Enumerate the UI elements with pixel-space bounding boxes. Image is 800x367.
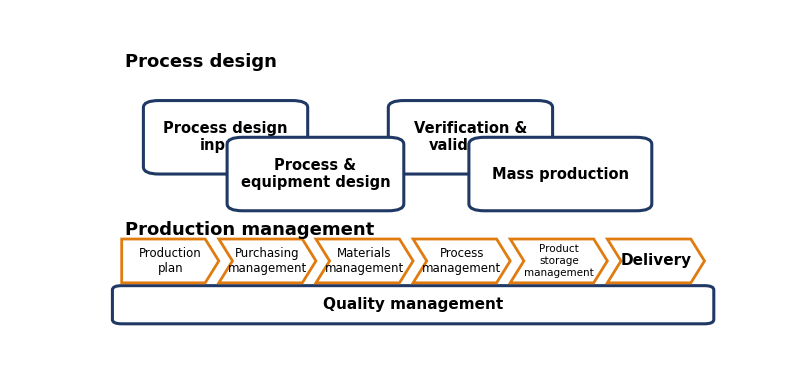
Text: Production management: Production management bbox=[125, 221, 374, 239]
Polygon shape bbox=[607, 239, 705, 283]
Text: Mass production: Mass production bbox=[492, 167, 629, 182]
Polygon shape bbox=[219, 239, 316, 283]
Text: Product
storage
management: Product storage management bbox=[524, 244, 594, 277]
Text: Process design: Process design bbox=[125, 52, 277, 70]
Polygon shape bbox=[510, 239, 607, 283]
Text: Production
plan: Production plan bbox=[139, 247, 202, 275]
Text: Quality management: Quality management bbox=[323, 297, 503, 312]
Text: Process &
equipment design: Process & equipment design bbox=[241, 158, 390, 190]
Text: Materials
management: Materials management bbox=[325, 247, 404, 275]
Text: Verification &
validation: Verification & validation bbox=[414, 121, 527, 153]
FancyBboxPatch shape bbox=[227, 137, 404, 211]
Polygon shape bbox=[413, 239, 510, 283]
Polygon shape bbox=[316, 239, 413, 283]
Text: Process design
inputs: Process design inputs bbox=[163, 121, 288, 153]
FancyBboxPatch shape bbox=[469, 137, 652, 211]
Text: Delivery: Delivery bbox=[620, 254, 691, 268]
FancyBboxPatch shape bbox=[388, 101, 553, 174]
Polygon shape bbox=[122, 239, 219, 283]
Text: Process
management: Process management bbox=[422, 247, 502, 275]
FancyBboxPatch shape bbox=[143, 101, 308, 174]
FancyBboxPatch shape bbox=[112, 286, 714, 324]
Text: Purchasing
management: Purchasing management bbox=[228, 247, 307, 275]
